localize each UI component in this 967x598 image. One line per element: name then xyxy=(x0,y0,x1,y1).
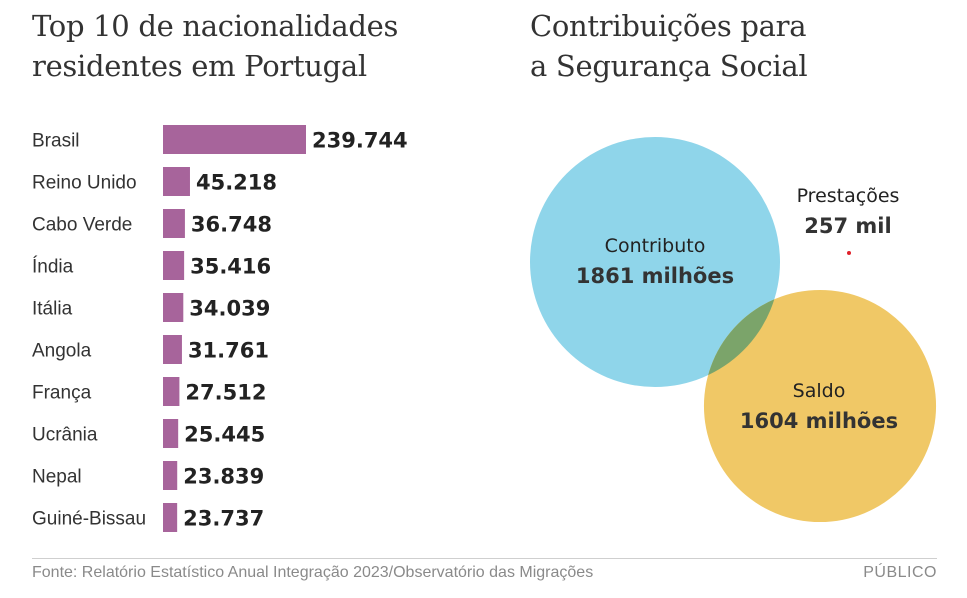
bar xyxy=(163,125,306,154)
value-label: 31.761 xyxy=(188,339,269,363)
saldo-name: Saldo xyxy=(793,380,846,402)
saldo-circle xyxy=(703,289,937,523)
contributo-circle xyxy=(530,137,780,387)
value-label: 36.748 xyxy=(191,213,272,237)
left-title-line2: residentes em Portugal xyxy=(32,49,367,83)
category-label: Ucrânia xyxy=(32,425,98,446)
prestacoes-dot xyxy=(847,251,851,255)
category-label: Nepal xyxy=(32,467,82,488)
value-label: 239.744 xyxy=(312,129,408,153)
right-title-line1: Contribuições para xyxy=(530,9,807,43)
bar xyxy=(163,377,180,406)
bar xyxy=(163,461,178,490)
saldo-value: 1604 milhões xyxy=(740,409,898,433)
source-note: Fonte: Relatório Estatístico Anual Integ… xyxy=(32,564,594,581)
value-label: 23.737 xyxy=(183,507,264,531)
category-label: Itália xyxy=(32,299,73,320)
left-title-line1: Top 10 de nacionalidades xyxy=(32,9,399,43)
bar xyxy=(163,209,185,238)
bar xyxy=(163,251,185,280)
contributo-name: Contributo xyxy=(605,235,706,257)
value-label: 27.512 xyxy=(185,381,266,405)
category-label: Índia xyxy=(32,257,74,278)
contributo-value: 1861 milhões xyxy=(576,264,734,288)
category-label: França xyxy=(32,383,92,404)
value-label: 23.839 xyxy=(183,465,264,489)
social-security-venn-chart: Contributo 1861 milhões Saldo 1604 milhões P… xyxy=(530,137,937,523)
category-label: Reino Unido xyxy=(32,173,137,194)
right-chart-title: Contribuições para a Segurança Social xyxy=(530,6,950,86)
category-label: Brasil xyxy=(32,131,80,152)
category-label: Guiné-Bissau xyxy=(32,509,146,530)
bar xyxy=(163,167,190,196)
value-label: 25.445 xyxy=(184,423,265,447)
publisher-logo: PÚBLICO xyxy=(863,564,937,581)
value-label: 34.039 xyxy=(189,297,270,321)
bar xyxy=(163,503,178,532)
footer-divider xyxy=(32,558,937,559)
value-label: 35.416 xyxy=(190,255,271,279)
category-label: Angola xyxy=(32,341,92,362)
right-title-line2: a Segurança Social xyxy=(530,49,808,83)
nationalities-bar-chart: Brasil 239.744 Reino Unido 45.218 Cabo Verde… xyxy=(32,125,408,532)
bar xyxy=(163,293,184,322)
bar xyxy=(163,419,179,448)
left-chart-title: Top 10 de nacionalidades residentes em Po… xyxy=(32,6,472,86)
prestacoes-name: Prestações xyxy=(797,185,900,207)
prestacoes-value: 257 mil xyxy=(804,214,891,238)
bar xyxy=(163,335,182,364)
value-label: 45.218 xyxy=(196,171,277,195)
category-label: Cabo Verde xyxy=(32,215,132,236)
